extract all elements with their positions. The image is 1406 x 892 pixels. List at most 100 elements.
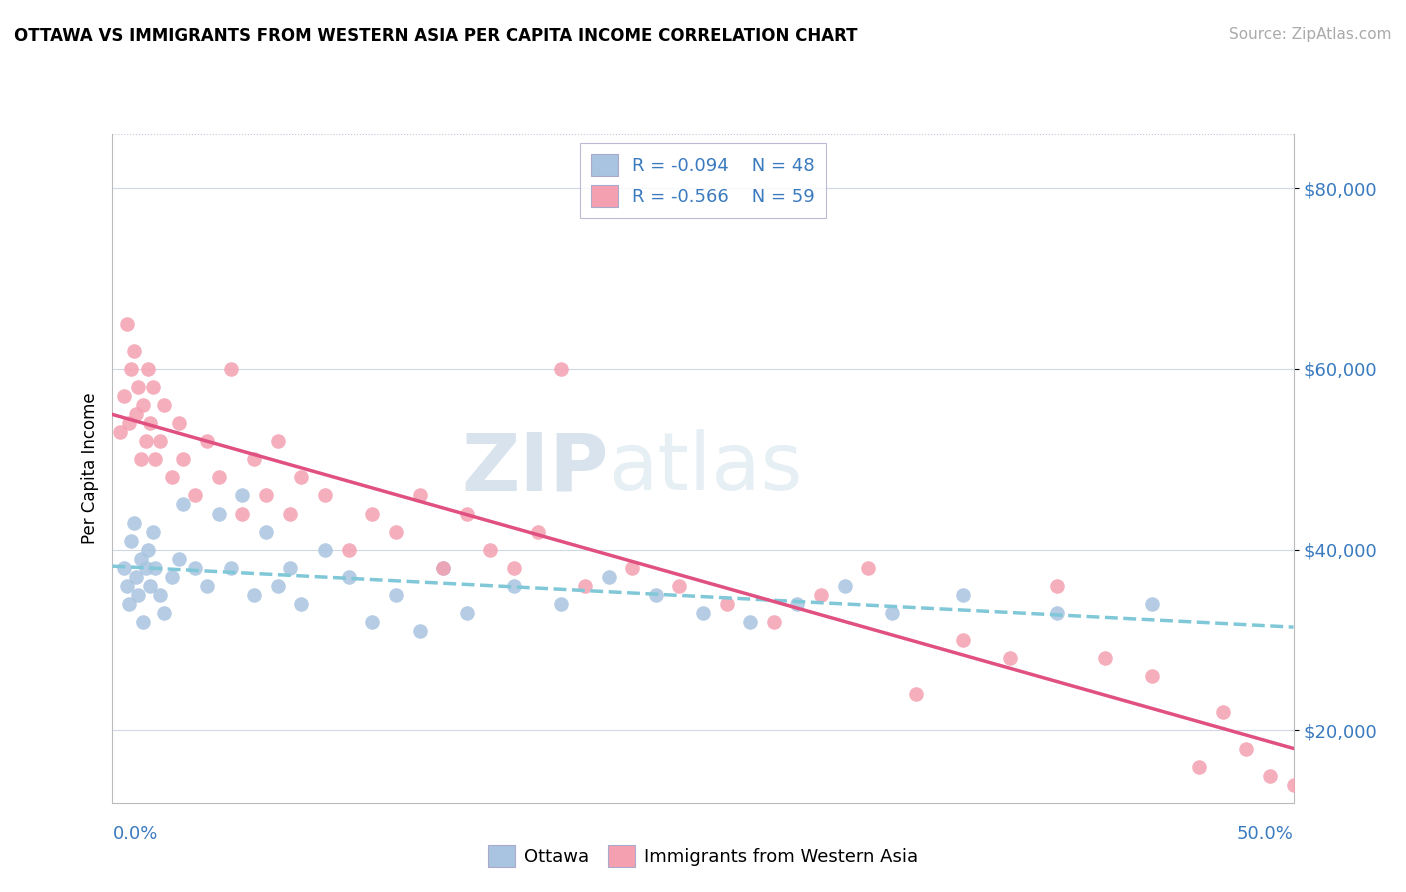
Point [786,597,808,611]
Point [456,507,478,521]
Point [139,416,162,430]
Point [129,551,152,566]
Y-axis label: Per Capita Income: Per Capita Income [80,392,98,544]
Point [361,507,384,521]
Point [118,597,141,611]
Point [153,398,176,412]
Point [208,507,231,521]
Point [231,507,253,521]
Point [1234,741,1257,756]
Point [149,434,172,449]
Point [122,343,145,358]
Point [337,542,360,557]
Point [1140,669,1163,683]
Point [432,560,454,574]
Text: 0.0%: 0.0% [112,825,157,843]
Point [153,606,176,620]
Point [621,560,644,574]
Point [231,488,253,502]
Point [1188,759,1211,773]
Text: OTTAWA VS IMMIGRANTS FROM WESTERN ASIA PER CAPITA INCOME CORRELATION CHART: OTTAWA VS IMMIGRANTS FROM WESTERN ASIA P… [14,27,858,45]
Point [314,542,336,557]
Point [184,488,207,502]
Point [122,516,145,530]
Point [361,615,384,629]
Point [143,452,166,467]
Point [135,560,157,574]
Point [904,687,927,701]
Point [1094,651,1116,665]
Point [136,542,159,557]
Point [1212,706,1234,720]
Text: Source: ZipAtlas.com: Source: ZipAtlas.com [1229,27,1392,42]
Legend: Ottawa, Immigrants from Western Asia: Ottawa, Immigrants from Western Asia [481,838,925,874]
Point [118,416,141,430]
Point [167,551,190,566]
Point [195,434,218,449]
Point [644,588,666,602]
Point [139,579,162,593]
Point [432,560,454,574]
Point [112,389,135,403]
Point [952,588,974,602]
Point [172,452,194,467]
Point [810,588,832,602]
Point [385,588,408,602]
Point [167,416,190,430]
Point [1258,769,1281,783]
Point [243,452,266,467]
Point [254,524,277,539]
Point [762,615,785,629]
Point [503,579,526,593]
Point [337,570,360,584]
Point [290,597,312,611]
Point [550,597,572,611]
Point [267,579,290,593]
Point [858,560,880,574]
Text: ZIP: ZIP [461,429,609,508]
Point [184,560,207,574]
Point [290,470,312,484]
Point [278,507,301,521]
Point [385,524,408,539]
Point [125,570,148,584]
Point [127,588,149,602]
Point [550,362,572,376]
Point [135,434,157,449]
Point [160,470,183,484]
Legend: R = -0.094    N = 48, R = -0.566    N = 59: R = -0.094 N = 48, R = -0.566 N = 59 [581,143,825,218]
Point [574,579,596,593]
Point [125,407,148,421]
Point [172,498,194,512]
Point [314,488,336,502]
Point [456,606,478,620]
Text: 50.0%: 50.0% [1237,825,1294,843]
Point [142,524,165,539]
Point [834,579,856,593]
Point [479,542,502,557]
Point [243,588,266,602]
Point [149,588,172,602]
Point [132,398,155,412]
Point [408,624,430,638]
Point [880,606,903,620]
Point [120,533,142,548]
Point [120,362,142,376]
Point [278,560,301,574]
Point [160,570,183,584]
Point [692,606,714,620]
Point [132,615,155,629]
Point [998,651,1021,665]
Point [668,579,690,593]
Point [716,597,738,611]
Point [219,560,242,574]
Point [1046,579,1069,593]
Point [952,633,974,648]
Text: atlas: atlas [609,429,803,508]
Point [254,488,277,502]
Point [115,579,138,593]
Point [1046,606,1069,620]
Point [740,615,762,629]
Point [219,362,242,376]
Point [267,434,290,449]
